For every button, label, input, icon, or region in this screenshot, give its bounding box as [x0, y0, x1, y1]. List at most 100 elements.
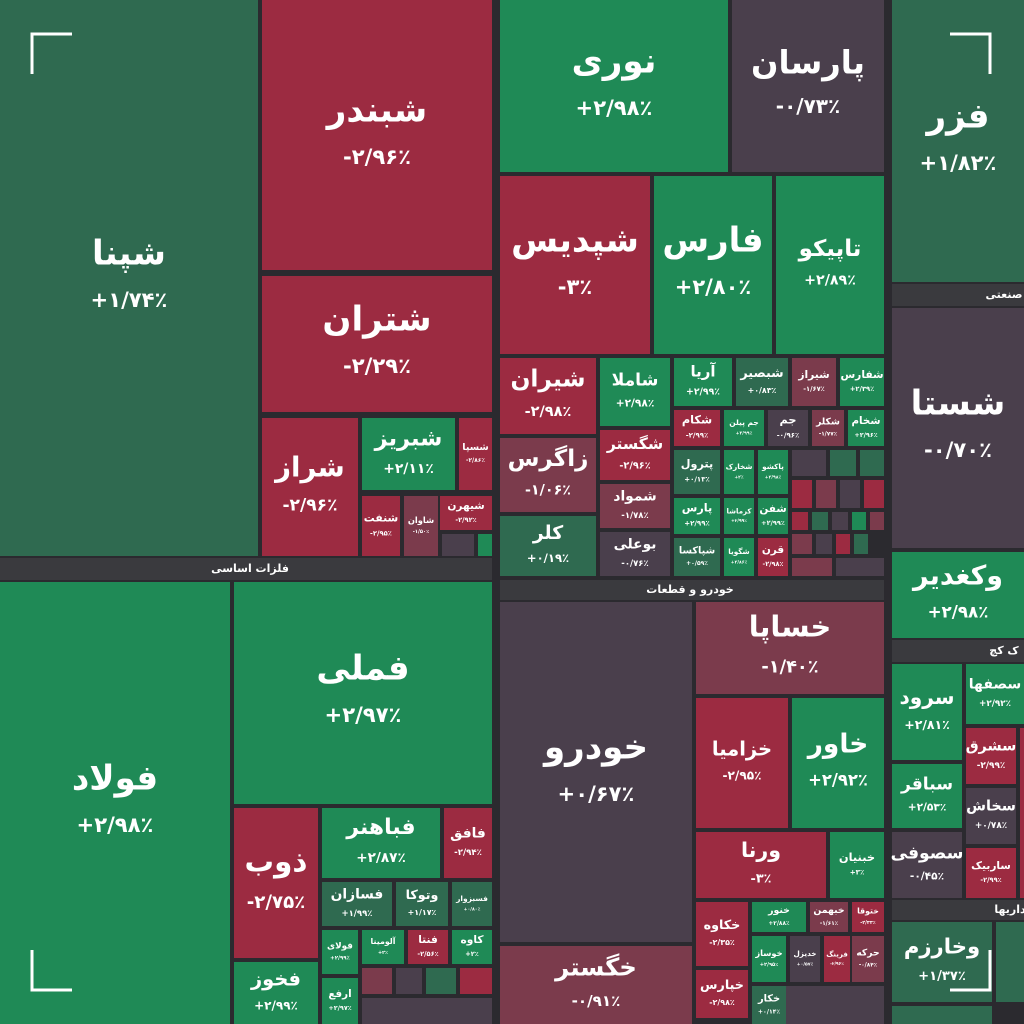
tile: [404, 496, 438, 556]
tile: [840, 480, 860, 508]
tile: [234, 808, 318, 958]
tile-name: سخاش: [966, 798, 1016, 814]
tile-name: شگستر: [606, 434, 663, 453]
tile-name: شیهرن: [447, 500, 484, 512]
tile: [322, 978, 358, 1024]
tile: [736, 358, 788, 406]
tile-name: شسپا: [462, 442, 488, 453]
tile-change: -۰/۹۱٪: [572, 992, 621, 1010]
group-bar: [892, 284, 1024, 306]
group-label: داریها: [994, 903, 1024, 916]
tile: [362, 418, 455, 490]
tile-name: سباقر: [900, 774, 953, 794]
tile-name: شمواد: [613, 489, 656, 505]
tile-change: +۲/۹۷٪: [328, 1004, 351, 1012]
tile-change: +۱/۸۲٪: [920, 150, 997, 175]
tile: [262, 276, 492, 412]
tile: [426, 968, 456, 994]
tile-name: سشرق: [966, 738, 1017, 754]
tile: [966, 848, 1016, 898]
tile-change: -۲/۹۸٪: [709, 998, 735, 1007]
tile-change: +۰/۱۴٪: [758, 1009, 780, 1016]
tile: [892, 1006, 992, 1024]
tile: [396, 968, 422, 994]
tile-change: +۲/۹۹٪: [684, 520, 710, 528]
tile-change: -۲/۹۵٪: [370, 529, 392, 537]
tile: [752, 986, 786, 1024]
tile-change: -۰/۸۴٪: [859, 963, 878, 969]
tile-name: کاوه: [461, 934, 485, 946]
tile-name: فولای: [327, 942, 353, 952]
tile-change: +۰/۶۷٪: [558, 781, 635, 806]
tile-change: -۱/۷۸٪: [621, 511, 648, 521]
tile: [452, 882, 492, 926]
tile: [812, 512, 828, 530]
tile-name: شکلر: [815, 416, 840, 427]
tile-change: -۱/۵۰٪: [413, 529, 429, 535]
tile-name: وتوکا: [406, 887, 439, 902]
tile-change: +۲/۹۶٪: [854, 431, 877, 439]
tile-change: +۰/۸۰٪: [464, 907, 481, 913]
tile: [724, 538, 754, 576]
tile: [830, 450, 856, 476]
tile-change: +۲/۹۸٪: [765, 474, 782, 480]
tile-name: شبندر: [325, 91, 427, 131]
tile-change: +۲/۹۲٪: [808, 770, 868, 789]
tile-change: +۲/۹۵٪: [760, 962, 779, 968]
tile: [790, 936, 820, 982]
tile-name: ورنا: [741, 838, 781, 862]
tile-name: وخارزم: [904, 934, 980, 959]
tile: [892, 664, 962, 760]
tile: [500, 358, 596, 434]
tile: [836, 534, 850, 554]
corner-brackets: [30, 32, 992, 992]
tile-change: +۲/۹۸٪: [576, 95, 653, 120]
tile-change: -۰/۷۰٪: [924, 437, 992, 462]
tile-name: آریا: [690, 362, 716, 380]
tile-name: جم: [779, 413, 796, 426]
tile-name: خزامیا: [712, 737, 772, 760]
tile-name: خبهمن: [813, 905, 844, 916]
tile-change: -۲/۷۵٪: [247, 892, 306, 913]
tile: [892, 764, 962, 828]
tile: [696, 698, 788, 828]
tile-change: -۲/۹۹٪: [686, 432, 709, 440]
tile-change: -۲/۵۶٪: [417, 950, 438, 958]
tile: [322, 930, 358, 974]
tile-name: فباهنر: [345, 815, 415, 840]
tile-change: -۳٪: [751, 871, 772, 886]
tile-change: -۲/۹۸٪: [525, 404, 572, 420]
tile-name: خگستر: [553, 953, 637, 982]
tile-name: ساربیک: [971, 860, 1011, 872]
tile-change: +۲/۹۹٪: [330, 955, 350, 961]
tile: [892, 552, 1024, 638]
tile: [816, 480, 836, 508]
tile: [840, 358, 884, 406]
tile-change: +۲٪: [378, 950, 388, 956]
tile: [500, 176, 650, 354]
group-bar: [892, 900, 1024, 920]
tile: [262, 418, 358, 556]
tile: [792, 558, 832, 576]
tile: [600, 532, 670, 576]
tile-change: -۲/۳۳٪: [860, 920, 876, 926]
tile: [696, 602, 884, 694]
tile: [996, 922, 1024, 1002]
tile: [600, 484, 670, 528]
tile: [234, 962, 318, 1024]
tile-change: -۲/۹۹٪: [977, 761, 1006, 771]
group-label: صنعتی: [986, 288, 1023, 301]
group-bar: [0, 558, 492, 580]
bracket: [950, 32, 992, 74]
group-bar: [500, 580, 884, 600]
tile: [812, 410, 844, 446]
tile-change: +۱/۱۷٪: [408, 908, 437, 917]
tile: [816, 534, 832, 554]
tile-name: خپارس: [700, 977, 744, 992]
tile-name: خوساز: [754, 948, 782, 959]
tile-change: +۲/۸۶٪: [731, 559, 748, 565]
tile-change: +۱/۹۹٪: [342, 909, 373, 919]
tile: [852, 902, 884, 932]
tile: [792, 698, 884, 828]
tile-change: -۲/۹۶٪: [343, 144, 411, 169]
